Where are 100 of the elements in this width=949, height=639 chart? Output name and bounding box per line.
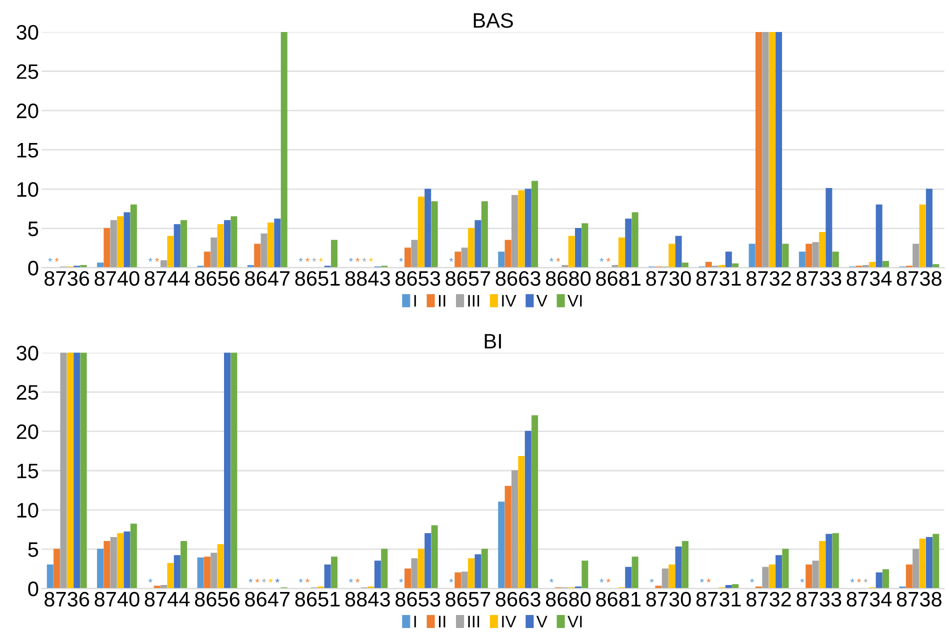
data-label: * (606, 258, 610, 262)
data-label: * (356, 258, 360, 262)
x-tick-label: 8657 (446, 592, 490, 607)
x-tick-label: 8651 (295, 271, 340, 286)
data-label: * (850, 578, 854, 582)
data-label: * (155, 258, 160, 262)
data-label: * (348, 258, 353, 262)
data-label: * (306, 578, 310, 582)
y-tick-label: 25 (16, 64, 38, 79)
data-label: * (750, 578, 754, 582)
data-label: * (298, 258, 303, 262)
x-tick-label: 8734 (846, 592, 892, 607)
data-label: * (556, 258, 560, 262)
data-label: * (262, 578, 266, 582)
x-tick-label: 8734 (846, 271, 892, 286)
x-tick-label: 8744 (144, 592, 190, 607)
data-label: * (356, 578, 360, 582)
data-label: * (864, 578, 868, 582)
data-label: * (449, 258, 454, 262)
chart-title: BAS (474, 13, 513, 28)
y-tick-label: 0 (28, 582, 38, 596)
y-tick-label: 15 (17, 143, 38, 158)
x-tick-label: 8730 (646, 592, 691, 607)
legend-label: IV (502, 616, 516, 628)
data-label: * (306, 258, 310, 262)
x-tick-label: 8731 (696, 271, 741, 286)
data-label: * (600, 578, 604, 582)
x-tick-label: 8680 (546, 271, 591, 286)
data-label: * (312, 258, 316, 262)
x-tick-label: 8843 (345, 271, 390, 286)
data-label: * (248, 578, 253, 582)
legend-label: V (536, 295, 548, 307)
x-tick-label: 8647 (245, 592, 290, 607)
x-tick-label: 8733 (796, 271, 842, 286)
data-label: * (600, 258, 604, 262)
data-label: * (650, 578, 654, 582)
chart-title: BI (484, 334, 501, 348)
data-label: * (318, 258, 323, 262)
x-tick-label: 8663 (496, 592, 540, 607)
x-tick-label: 8651 (295, 592, 340, 607)
data-label: * (800, 578, 804, 582)
data-label: * (298, 578, 303, 582)
x-tick-label: 8656 (194, 592, 240, 607)
x-tick-label: 8647 (245, 271, 290, 286)
data-label: * (54, 258, 59, 262)
data-label: * (275, 578, 280, 582)
x-tick-label: 8731 (696, 592, 741, 607)
data-label: * (606, 578, 610, 582)
x-tick-label: 8681 (596, 271, 641, 286)
y-tick-label: 5 (28, 542, 38, 557)
y-tick-label: 25 (16, 385, 38, 400)
x-tick-label: 8843 (345, 592, 390, 607)
data-label: * (857, 578, 862, 582)
y-tick-label: 5 (28, 222, 38, 236)
y-tick-label: 30 (16, 24, 38, 40)
legend-label: I (414, 295, 416, 307)
x-tick-label: 8680 (546, 592, 591, 607)
legend-label: II (438, 616, 446, 628)
y-tick-label: 20 (16, 104, 38, 118)
x-tick-label: 8744 (144, 271, 190, 286)
x-tick-label: 8657 (446, 271, 490, 286)
legend-label: IV (502, 295, 516, 307)
y-tick-label: 0 (28, 260, 38, 276)
x-tick-label: 8653 (396, 592, 440, 607)
legend-label: VI (568, 616, 582, 628)
x-tick-label: 8681 (596, 592, 641, 607)
data-label: * (550, 578, 554, 582)
legend-label: VI (568, 295, 582, 307)
data-label: * (399, 578, 404, 582)
y-tick-label: 10 (17, 182, 38, 197)
legend-label: III (468, 295, 480, 307)
x-tick-label: 8730 (646, 271, 691, 286)
data-label: * (348, 578, 353, 582)
y-tick-label: 30 (16, 346, 38, 360)
legend-label: V (536, 616, 548, 628)
x-tick-label: 8732 (746, 271, 791, 286)
data-label: * (362, 258, 366, 262)
legend-label: II (438, 295, 446, 307)
data-label: * (700, 578, 704, 582)
x-tick-label: 8732 (746, 592, 791, 607)
x-tick-label: 8740 (94, 271, 140, 286)
data-label: * (268, 578, 273, 582)
data-label: * (706, 578, 711, 582)
x-tick-label: 8653 (396, 271, 440, 286)
legend-label: III (468, 616, 480, 628)
data-label: * (399, 258, 404, 262)
y-tick-label: 20 (16, 424, 38, 440)
data-label: * (255, 578, 260, 582)
legend-label: I (414, 616, 416, 628)
x-tick-label: 8738 (896, 592, 942, 607)
data-label: * (550, 258, 554, 262)
data-label: * (148, 258, 152, 262)
data-label: * (369, 258, 373, 262)
data-label: * (449, 578, 454, 582)
x-tick-label: 8736 (44, 271, 90, 286)
x-tick-label: 8736 (44, 592, 90, 607)
y-tick-label: 10 (17, 502, 38, 518)
x-tick-label: 8733 (796, 592, 842, 607)
x-tick-label: 8663 (496, 271, 540, 286)
x-tick-label: 8656 (194, 271, 240, 286)
